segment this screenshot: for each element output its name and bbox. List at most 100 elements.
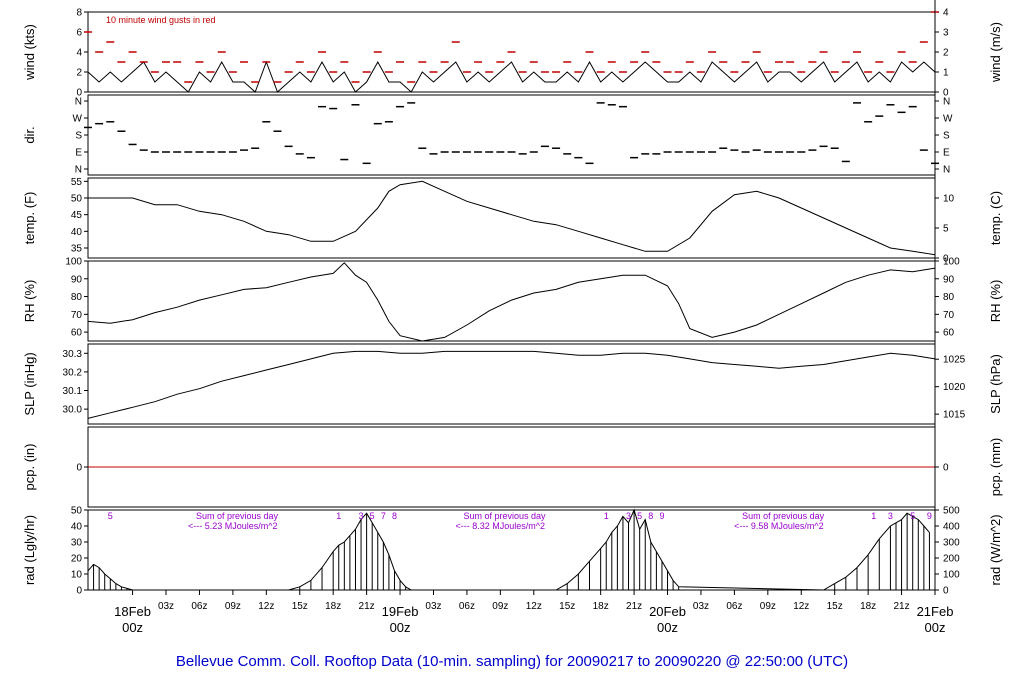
- y-tick-label-right: N: [943, 165, 950, 176]
- rad-hour-marker: 5: [370, 511, 375, 521]
- x-axis: 03z 06z 09z 12z 15z 18z 21z 03z 06z 09z 12z 15z 18z 2…: [114, 590, 953, 635]
- x-tick-label: 15z: [292, 601, 308, 612]
- y-tick-label-right: 0: [943, 254, 949, 265]
- y-tick-label-right: 4: [943, 8, 949, 19]
- x-tick-label: 21z: [359, 601, 375, 612]
- y-tick-label: 45: [71, 210, 83, 221]
- y-axis-label: RH (%): [22, 280, 37, 323]
- y-tick-label: 30.2: [63, 367, 83, 378]
- rad-hour-marker: 8: [392, 511, 397, 521]
- y-tick-label-right: 5: [943, 224, 949, 235]
- rad-hour-marker: 5: [910, 511, 915, 521]
- rad-envelope: [87, 508, 930, 591]
- y-tick-label: 30.1: [63, 386, 83, 397]
- rad-hour-marker: 5: [637, 511, 642, 521]
- y-tick-label: N: [75, 165, 82, 176]
- x-tick-label: 03z: [693, 601, 709, 612]
- x-tick-label: 12z: [793, 601, 809, 612]
- panel-wind: wind (kts) wind (m/s) 0 2 4 6 8 0 1 2 3 4 10 minute …: [22, 8, 1003, 99]
- x-date-label: 18Feb: [114, 604, 151, 619]
- y-tick-label: 70: [71, 310, 83, 321]
- y-tick-label-right: 1015: [943, 410, 966, 421]
- x-tick-label: 12z: [526, 601, 542, 612]
- y-tick-label: N: [75, 97, 82, 108]
- y-tick-label: E: [75, 148, 82, 159]
- day-sum-value: <--- 8.32 MJoules/m^2: [455, 521, 545, 531]
- y-tick-label: 35: [71, 244, 83, 255]
- y-tick-label: 40: [71, 522, 83, 533]
- panel-slp: SLP (inHg) SLP (hPa) 30.0 30.1 30.2 30.3 1015 1…: [22, 343, 1003, 425]
- rad-hour-marker: 9: [659, 511, 664, 521]
- panel-rad: rad (Lgly/hr) rad (W/m^2)0102030405001002…: [22, 0, 1003, 597]
- y-axis-label-right: SLP (hPa): [988, 354, 1003, 414]
- y-tick-label: 0: [76, 463, 82, 474]
- x-tick-label: 18z: [325, 601, 341, 612]
- rad-hour-marker: 9: [927, 511, 932, 521]
- y-tick-label: 100: [65, 257, 82, 268]
- x-tick-label: 09z: [760, 601, 776, 612]
- y-axis-label: SLP (inHg): [22, 352, 37, 415]
- series-line: [87, 60, 936, 93]
- y-tick-label-right: W: [943, 114, 953, 125]
- y-tick-label-right: N: [943, 97, 950, 108]
- y-tick-label: 2: [76, 68, 82, 79]
- x-tick-label: 09z: [225, 601, 241, 612]
- x-tick-label: 12z: [258, 601, 274, 612]
- y-axis-label: rad (Lgly/hr): [22, 515, 37, 585]
- chart-title: Bellevue Comm. Coll. Rooftop Data (10-mi…: [176, 653, 848, 670]
- gust-note: 10 minute wind gusts in red: [106, 15, 216, 25]
- panel-temp: temp. (F) temp. (C) 35 40 45 50 55 0 5 10: [22, 177, 1003, 265]
- y-tick-label: 80: [71, 292, 83, 303]
- y-tick-label-right: 2: [943, 48, 949, 59]
- panel-rh: RH (%) RH (%) 60 70 80 90 100 60 70 80 90 100: [22, 257, 1003, 342]
- y-axis-label-right: rad (W/m^2): [988, 514, 1003, 585]
- panel-frame: [87, 343, 936, 425]
- panel-frame: [87, 94, 936, 176]
- series-line: [87, 262, 936, 342]
- y-tick-label: 60: [71, 328, 83, 339]
- x-date-z-label: 00z: [925, 620, 946, 635]
- rad-hour-marker: 1: [604, 511, 609, 521]
- x-date-label: 20Feb: [649, 604, 686, 619]
- y-tick-label-right: 0: [943, 586, 949, 597]
- x-tick-label: 18z: [593, 601, 609, 612]
- x-tick-label: 06z: [459, 601, 475, 612]
- y-tick-label: 40: [71, 227, 83, 238]
- y-tick-label: 8: [76, 8, 82, 19]
- y-tick-label: 6: [76, 28, 82, 39]
- y-tick-label-right: 80: [943, 292, 955, 303]
- y-tick-label: 30.0: [63, 405, 83, 416]
- day-sum-label: Sum of previous day: [463, 511, 546, 521]
- y-axis-label: wind (kts): [22, 24, 37, 81]
- y-tick-label: 0: [76, 88, 82, 99]
- x-tick-label: 15z: [559, 601, 575, 612]
- panel-pcp: pcp. (in) pcp. (mm) 0 0: [22, 426, 1003, 508]
- y-tick-label: 30.3: [63, 349, 83, 360]
- y-tick-label-right: 70: [943, 310, 955, 321]
- x-date-z-label: 00z: [122, 620, 143, 635]
- y-tick-label: 20: [71, 554, 83, 565]
- y-tick-label: 50: [71, 194, 83, 205]
- rad-hour-marker: 3: [888, 511, 893, 521]
- day-sum-value: <--- 9.58 MJoules/m^2: [734, 521, 824, 531]
- x-date-z-label: 00z: [390, 620, 411, 635]
- y-tick-label-right: 90: [943, 274, 955, 285]
- rad-hour-marker: 1: [336, 511, 341, 521]
- x-tick-label: 21z: [626, 601, 642, 612]
- rad-hour-marker: 3: [626, 511, 631, 521]
- y-axis-label: dir.: [22, 126, 37, 143]
- day-sum-label: Sum of previous day: [742, 511, 825, 521]
- y-tick-label: 90: [71, 274, 83, 285]
- x-date-z-label: 00z: [657, 620, 678, 635]
- y-tick-label-right: 60: [943, 328, 955, 339]
- y-axis-label-right: RH (%): [988, 280, 1003, 323]
- y-tick-label-right: 100: [943, 257, 960, 268]
- y-tick-label: 10: [71, 570, 83, 581]
- y-tick-label-right: S: [943, 131, 950, 142]
- rad-hour-marker: 1: [871, 511, 876, 521]
- x-tick-label: 09z: [492, 601, 508, 612]
- rad-hour-marker: 5: [108, 511, 113, 521]
